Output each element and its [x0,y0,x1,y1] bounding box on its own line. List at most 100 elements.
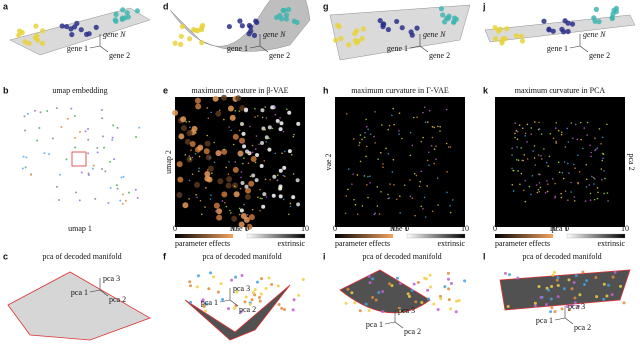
dot [136,197,139,200]
dot [188,155,191,157]
dot [586,134,588,136]
dot [195,103,202,110]
dot [414,300,418,304]
dot [409,195,412,198]
dot [600,143,602,145]
dot [603,170,605,172]
dot [273,106,275,108]
dot [592,18,598,24]
dot [426,185,428,187]
dot [107,202,110,205]
dot [221,191,228,198]
dot [178,133,185,140]
dot [419,180,422,183]
dot [172,40,178,46]
dot [602,297,606,301]
dot [103,146,106,149]
dot [364,302,368,306]
dot [438,294,442,298]
dot [246,31,252,37]
dot [536,191,539,194]
dot [519,183,521,186]
dot [573,200,576,202]
dot [385,26,392,33]
dot [191,156,194,159]
panel-title: umap embedding [52,86,107,95]
dot [363,136,366,139]
dot [497,26,503,32]
axis-label: gene N [583,30,606,39]
dot [576,138,579,141]
dot [549,310,553,314]
dot [401,137,403,140]
dot [538,182,541,184]
dot [290,153,293,156]
dot [609,15,615,22]
dot [221,297,225,301]
dot [134,188,137,191]
dot [60,126,63,129]
dot [258,299,262,303]
dot [447,146,450,148]
dot [122,175,125,178]
manifold-surface [7,271,151,341]
dot [23,115,26,118]
dot [87,152,90,155]
dot [200,22,206,29]
dot [204,140,211,147]
dot [550,284,554,288]
dot [78,199,81,202]
dot [538,128,541,130]
dot [514,132,516,135]
dot [277,13,283,19]
dot [554,196,556,199]
dot [292,298,296,302]
panel-label: b [3,85,9,95]
dot [442,19,448,25]
dot [198,170,200,172]
dot [564,190,567,192]
dot [206,134,209,137]
dot [512,190,515,192]
dot [286,6,292,13]
dot [64,23,70,30]
dot [176,192,183,199]
dot [248,302,252,306]
dot [239,121,244,126]
dot [393,123,395,126]
dot [549,297,553,301]
dot [191,125,198,132]
dot [206,107,209,109]
dot [113,158,116,161]
dot [216,214,223,221]
dot [83,31,90,37]
dot [251,208,254,211]
dot [393,184,395,186]
dot [238,207,241,210]
dot [70,107,73,110]
dot [262,192,267,197]
dot [283,12,290,18]
dot [516,276,520,280]
dot [255,280,259,284]
dot [387,193,389,196]
dot [428,164,430,166]
axis-line [99,289,109,297]
dot [230,129,232,132]
dot [229,209,231,212]
dot [449,204,451,207]
dot [540,158,543,160]
dot [94,197,97,200]
dot [347,188,349,191]
dot [287,149,292,154]
dot [532,150,534,152]
dot [204,170,211,177]
dot [261,197,263,200]
dot [545,161,548,164]
dot [179,23,186,30]
colorbar-label: parameter effects [335,239,390,248]
dot [592,176,595,179]
dot [540,133,543,135]
dot [233,191,240,198]
